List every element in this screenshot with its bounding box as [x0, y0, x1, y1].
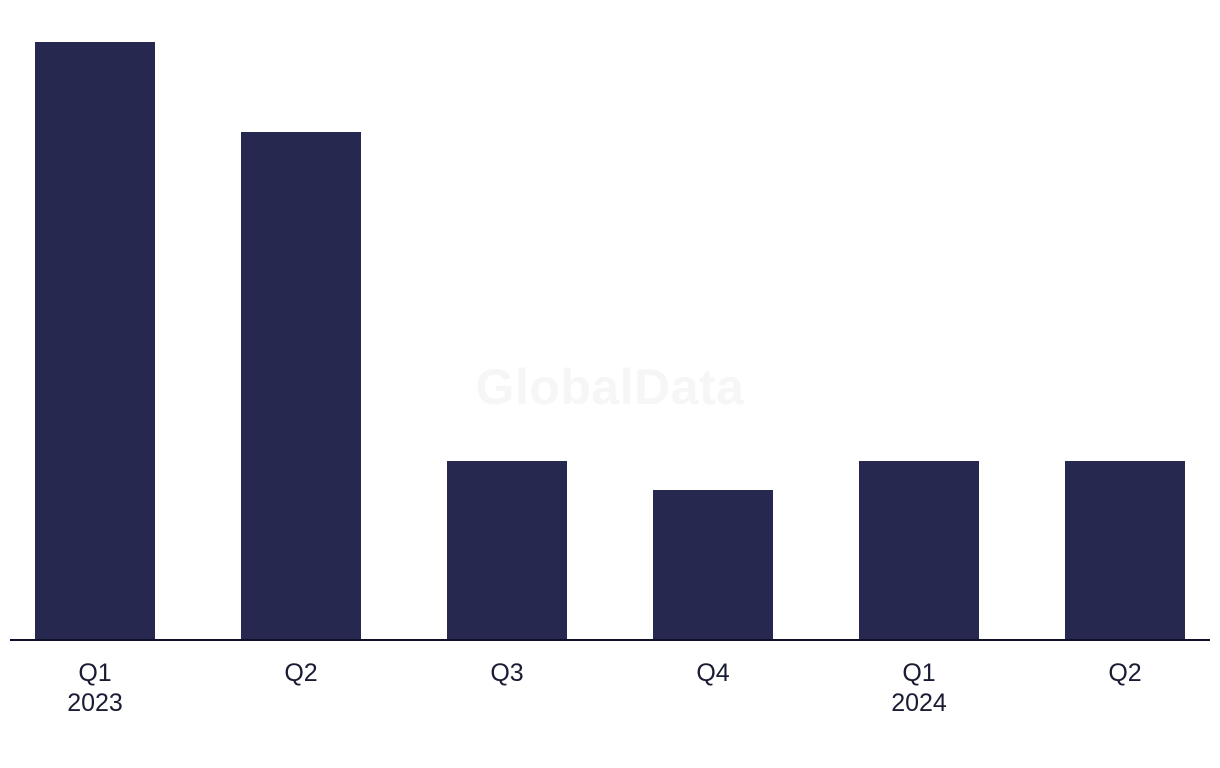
x-axis-line [10, 639, 1210, 641]
bar-q2-2024 [1065, 461, 1185, 640]
globaldata-watermark: GlobalData [475, 359, 745, 415]
bar-q3-2023 [447, 461, 567, 640]
bar-q1-2023 [35, 42, 155, 640]
tick-label-q2-2024: Q2 [1022, 658, 1220, 718]
tick-label-line: Q2 [284, 659, 318, 687]
bar-slot [404, 0, 610, 640]
bar-q2-2023 [241, 132, 361, 640]
tick-label-line: 2024 [891, 689, 947, 717]
tick-label-line: Q1 [78, 659, 112, 687]
bar-slot [610, 0, 816, 640]
bar-slot [816, 0, 1022, 640]
plot-area [0, 0, 1220, 640]
bar-q1-2024 [859, 461, 979, 640]
tick-label-line: Q4 [696, 659, 730, 687]
tick-label-q4-2023: Q4 [610, 658, 816, 718]
x-axis-tick-labels: Q1 2023 Q2 Q3 Q4 Q1 2024 Q2 [0, 658, 1220, 718]
bar-q4-2023 [653, 490, 773, 640]
tick-label-q1-2023: Q1 2023 [0, 658, 198, 718]
tick-label-q1-2024: Q1 2024 [816, 658, 1022, 718]
bar-slot [0, 0, 198, 640]
tick-label-q2-2023: Q2 [198, 658, 404, 718]
bar-slot [198, 0, 404, 640]
tick-label-line: 2023 [67, 689, 123, 717]
tick-label-line: Q2 [1108, 659, 1142, 687]
bar-slot [1022, 0, 1220, 640]
tick-label-line: Q1 [902, 659, 936, 687]
tick-label-q3-2023: Q3 [404, 658, 610, 718]
tick-label-line: Q3 [490, 659, 524, 687]
